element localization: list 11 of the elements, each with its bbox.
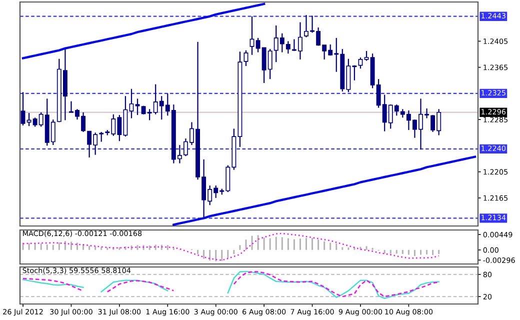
line-series xyxy=(22,2,266,60)
candlestick xyxy=(250,16,254,56)
candlestick xyxy=(358,56,363,70)
candlestick xyxy=(286,40,290,54)
line-series xyxy=(22,232,440,261)
candlestick xyxy=(244,50,248,67)
line-series xyxy=(172,156,476,226)
candlestick xyxy=(364,50,369,62)
candlestick xyxy=(20,92,26,126)
candlestick xyxy=(135,98,140,116)
candlestick xyxy=(129,88,134,119)
